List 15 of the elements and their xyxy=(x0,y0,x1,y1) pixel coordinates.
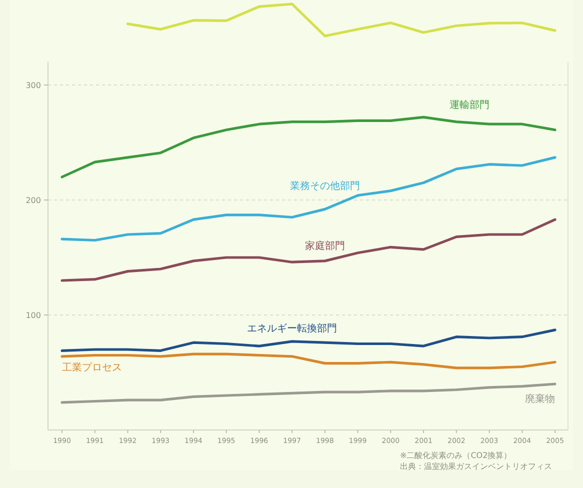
line-series xyxy=(60,116,556,178)
y-tick-label: 300 xyxy=(26,81,41,90)
line-series xyxy=(60,156,556,242)
series-label: 工業プロセス xyxy=(62,361,122,374)
y-tick-label: 200 xyxy=(26,196,41,205)
line-series xyxy=(60,382,556,404)
line-series xyxy=(60,218,556,282)
y-tick-label: 100 xyxy=(26,311,41,320)
series-label: 廃棄物 xyxy=(525,393,555,405)
series-label: 運輸部門 xyxy=(449,99,490,112)
series-label: エネルギー転換部門 xyxy=(247,322,338,334)
series-label: 家庭部門 xyxy=(304,240,345,252)
text: ※二酸化炭素のみ（CO2換算） xyxy=(400,451,512,460)
source-note: 出典：温室効果ガスインベントリオフィス xyxy=(400,462,552,471)
series-label: 業務その他部門 xyxy=(290,180,360,192)
